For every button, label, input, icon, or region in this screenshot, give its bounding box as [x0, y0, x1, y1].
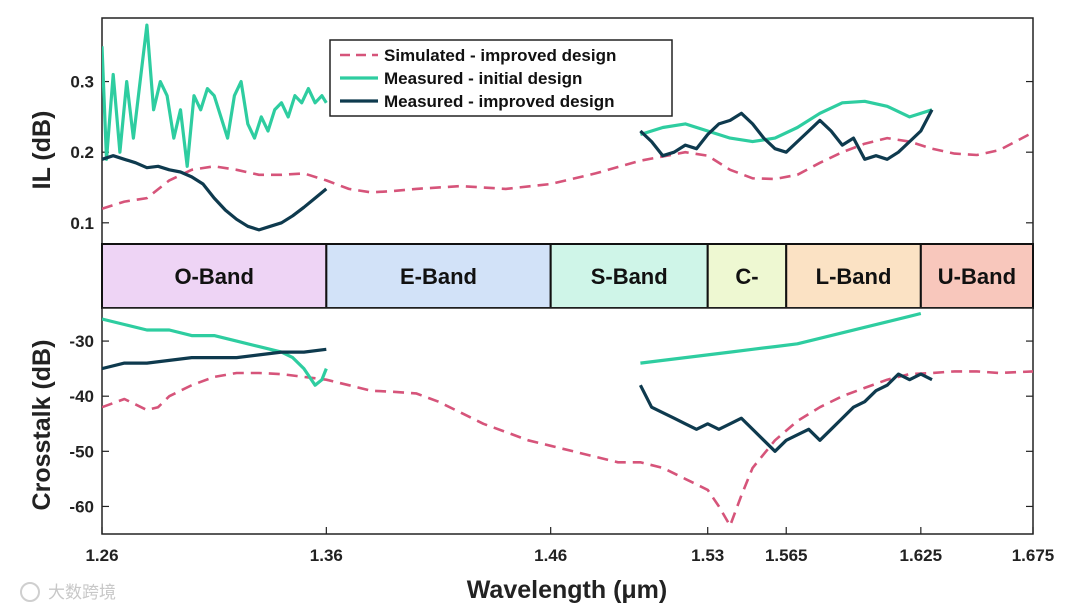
series-line-4	[638, 372, 933, 453]
band-c-	[706, 243, 788, 309]
band-strip: O-Band E-Band S-Band C- L-Band U-Band	[101, 243, 1034, 309]
legend-box	[329, 39, 673, 117]
y-tick-label: -30	[69, 332, 94, 351]
band-e-band	[325, 243, 552, 309]
legend-label: Measured - initial design	[384, 69, 582, 88]
y-tick-label: 0.1	[70, 214, 94, 233]
band-label: E-Band	[400, 264, 477, 289]
watermark-logo-icon	[20, 582, 40, 602]
series-line-3	[640, 311, 922, 365]
watermark-text: 大数跨境	[48, 583, 116, 603]
x-tick-label: 1.675	[1012, 546, 1055, 565]
x-axis-label: Wavelength (μm)	[467, 576, 668, 604]
y-tick-label: -60	[69, 497, 94, 516]
x-tick-label: 1.565	[765, 546, 808, 565]
series-line-0	[102, 131, 1033, 210]
y-tick-label: -40	[69, 387, 94, 406]
series-line-2	[102, 154, 328, 232]
band-label: O-Band	[174, 264, 253, 289]
crosstalk-panel: -30 -40 -50 -60 1.26 1.36 1.46 1.53 1.565 1.625 1.…	[69, 307, 1055, 565]
y-tick-label: 0.3	[70, 73, 94, 92]
band-l-band	[785, 243, 922, 309]
band-u-band	[919, 243, 1034, 309]
legend-label: Measured - improved design	[384, 92, 615, 111]
x-tick-label: 1.46	[534, 546, 567, 565]
x-tick-label: 1.26	[85, 546, 118, 565]
series-line-1	[102, 317, 328, 387]
series-line-4	[639, 109, 934, 161]
band-label: U-Band	[938, 264, 1016, 289]
legend: Simulated - improved design Measured - in…	[329, 39, 673, 117]
band-label: C-	[735, 264, 758, 289]
band-label: S-Band	[591, 264, 668, 289]
band-label: L-Band	[816, 264, 892, 289]
il-axis-label: IL (dB)	[28, 111, 56, 190]
x-tick-label: 1.36	[310, 546, 343, 565]
series-line-3	[639, 99, 933, 144]
crosstalk-axis-label: Crosstalk (dB)	[28, 340, 56, 511]
x-tick-label: 1.625	[900, 546, 943, 565]
band-s-band	[549, 243, 709, 309]
legend-label: Simulated - improved design	[384, 46, 616, 65]
watermark: 大数跨境	[20, 582, 116, 603]
x-tick-label: 1.53	[691, 546, 724, 565]
series-line-1	[102, 23, 328, 168]
series-line-2	[102, 347, 327, 371]
y-tick-label: -50	[69, 442, 94, 461]
y-tick-label: 0.2	[70, 143, 94, 162]
